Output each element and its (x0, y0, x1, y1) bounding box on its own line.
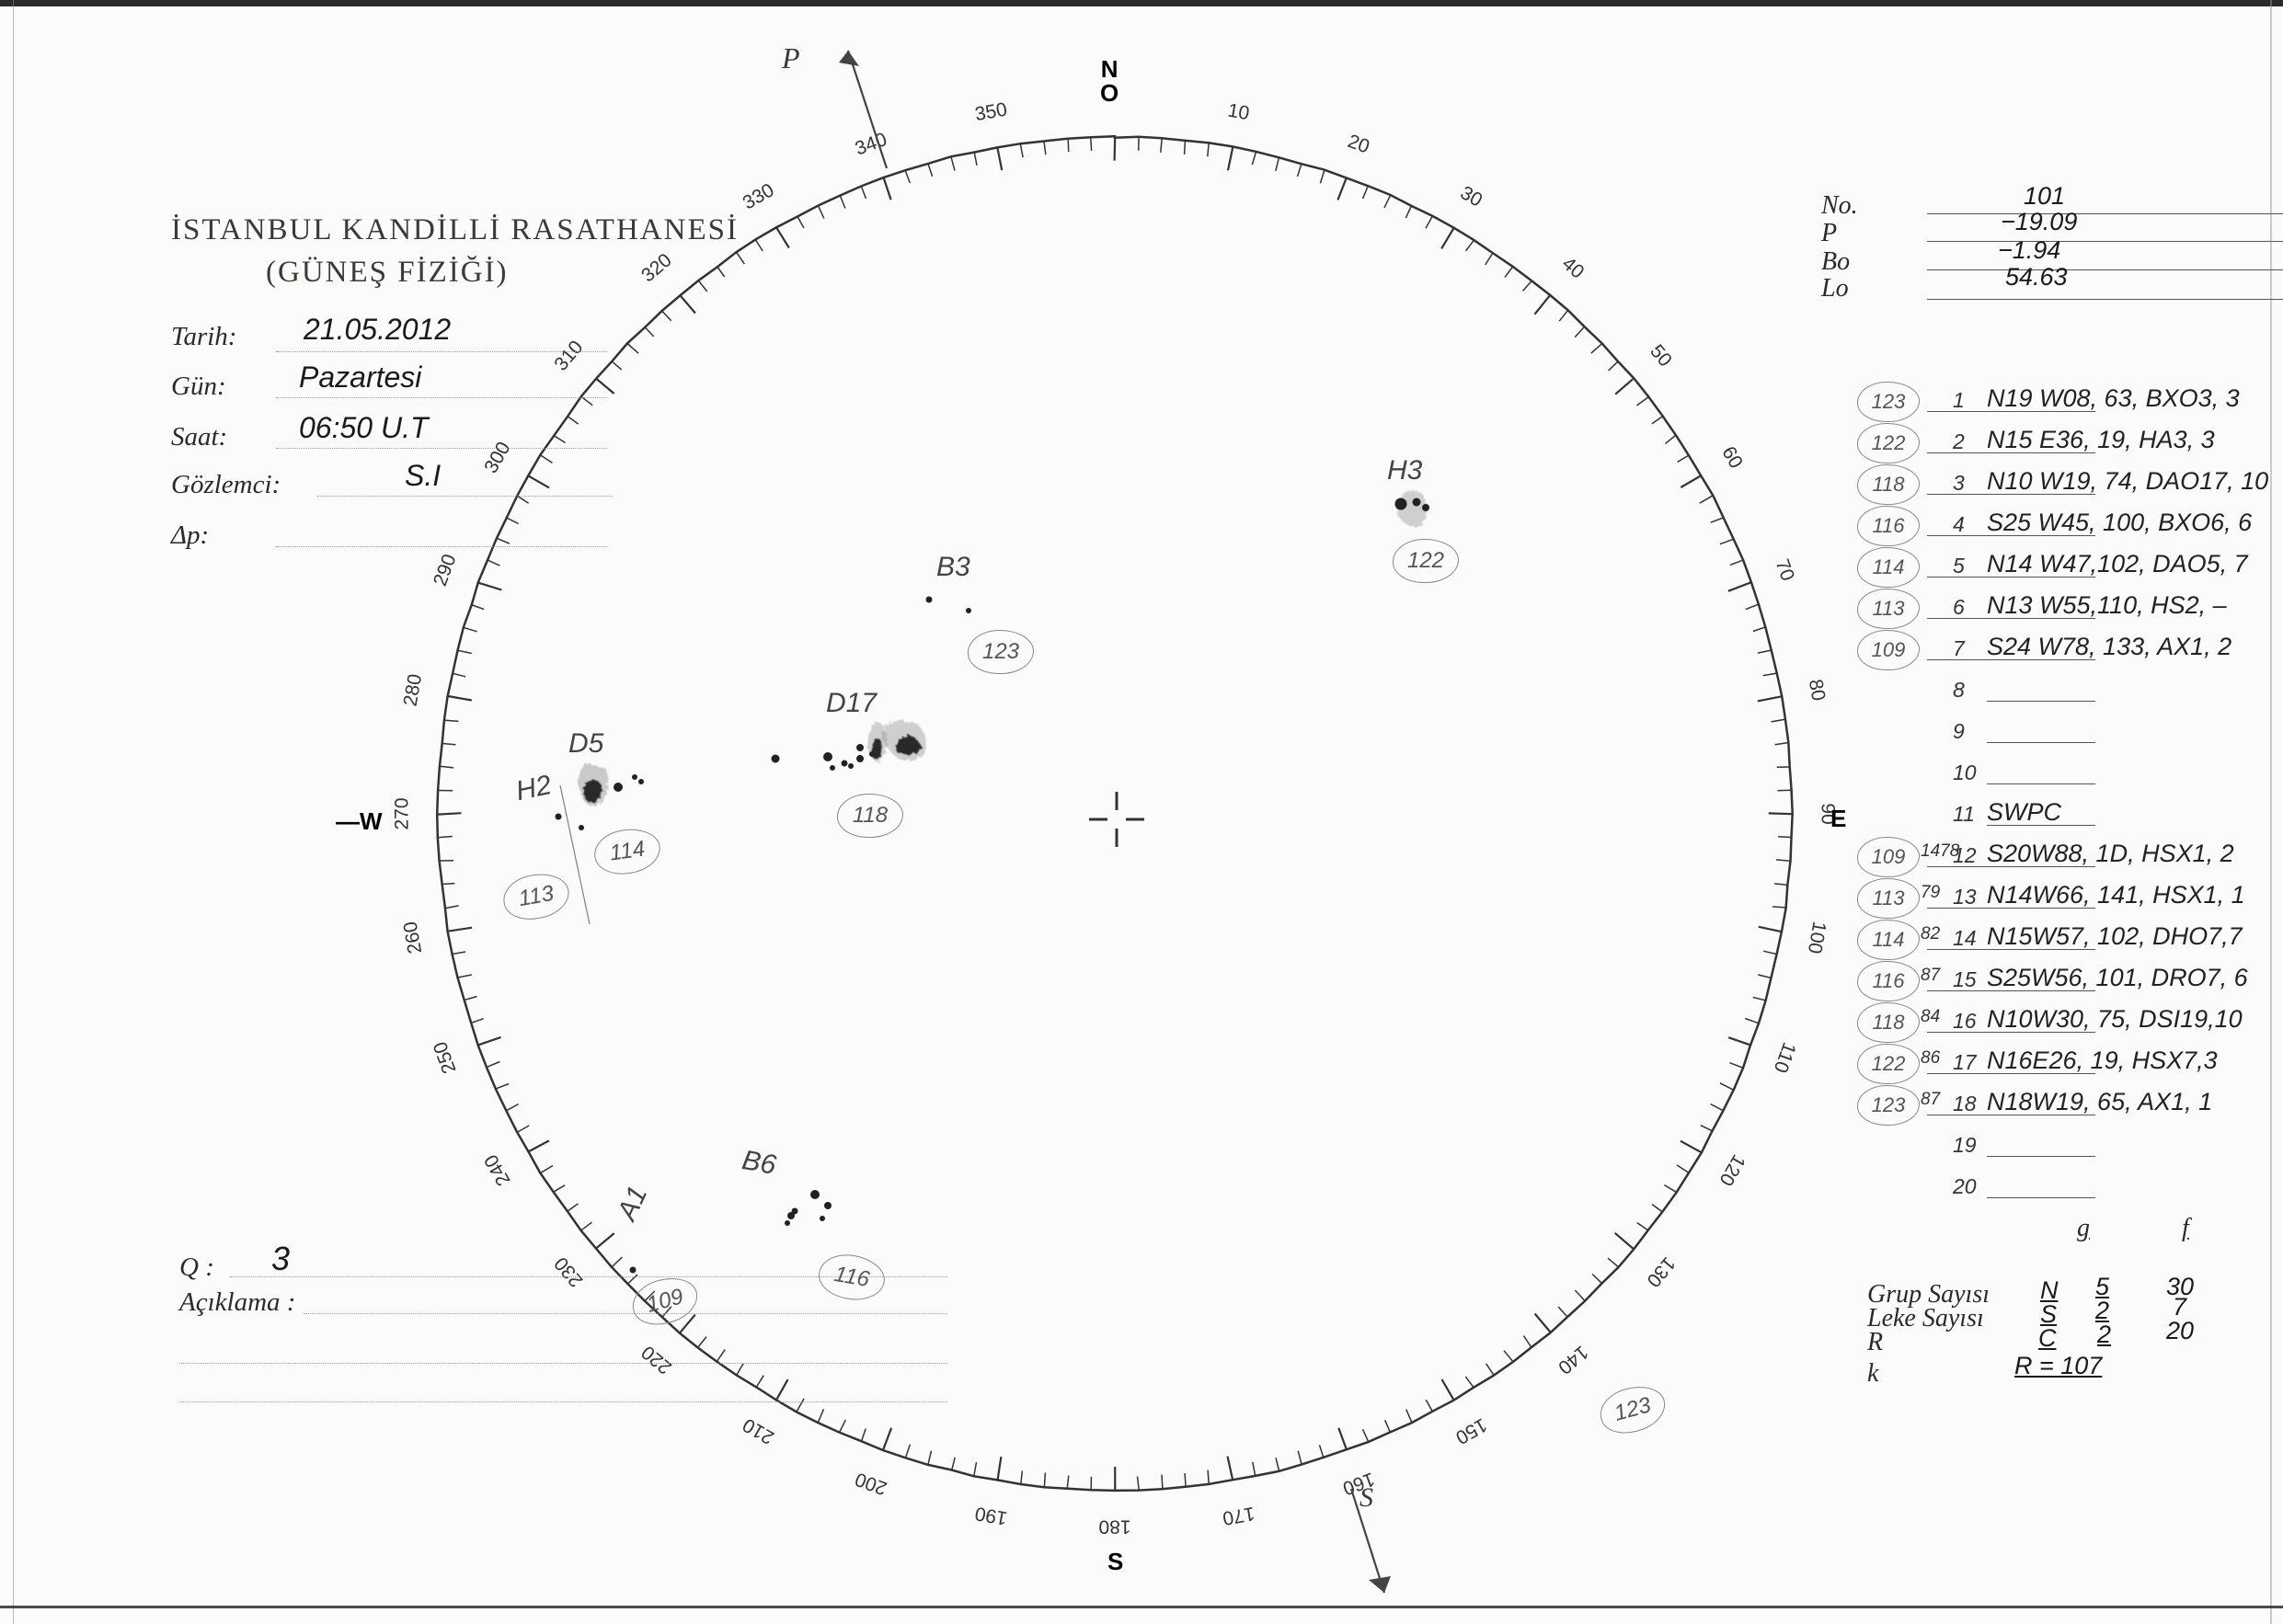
svg-text:180: 180 (1098, 1515, 1130, 1537)
svg-text:190: 190 (973, 1503, 1009, 1529)
svg-text:200: 200 (853, 1468, 890, 1499)
svg-text:20: 20 (1345, 131, 1372, 158)
svg-text:210: 210 (740, 1413, 778, 1447)
svg-text:50: 50 (1646, 341, 1676, 372)
svg-text:220: 220 (637, 1342, 676, 1378)
svg-text:40: 40 (1558, 253, 1589, 283)
svg-text:260: 260 (399, 920, 426, 955)
svg-text:290: 290 (430, 552, 461, 589)
svg-text:30: 30 (1457, 182, 1486, 212)
svg-text:350: 350 (973, 98, 1009, 125)
svg-text:240: 240 (480, 1151, 514, 1190)
svg-text:170: 170 (1221, 1503, 1256, 1529)
svg-text:300: 300 (480, 439, 514, 477)
svg-text:270: 270 (392, 797, 413, 829)
svg-text:340: 340 (853, 129, 890, 160)
svg-text:330: 330 (740, 179, 778, 213)
svg-text:100: 100 (1804, 920, 1830, 955)
svg-text:140: 140 (1554, 1342, 1592, 1378)
svg-text:60: 60 (1717, 443, 1747, 473)
svg-text:310: 310 (550, 337, 587, 375)
svg-text:250: 250 (430, 1039, 461, 1077)
svg-text:130: 130 (1643, 1252, 1680, 1291)
svg-text:80: 80 (1805, 678, 1830, 703)
svg-text:10: 10 (1226, 100, 1251, 125)
svg-text:120: 120 (1715, 1151, 1749, 1190)
svg-text:70: 70 (1771, 556, 1798, 584)
svg-text:320: 320 (637, 249, 676, 286)
svg-text:110: 110 (1770, 1039, 1800, 1075)
svg-text:280: 280 (399, 672, 426, 708)
svg-text:230: 230 (550, 1252, 587, 1291)
svg-text:150: 150 (1452, 1413, 1491, 1447)
